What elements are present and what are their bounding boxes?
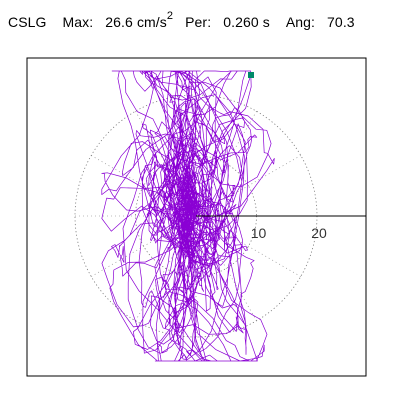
plot-frame xyxy=(26,57,367,377)
motion-trace xyxy=(101,70,275,362)
grid-spoke xyxy=(195,215,301,277)
plot-header: CSLG Max: 26.6 cm/s2 Per: 0.260 s Ang: 7… xyxy=(8,11,355,40)
max-unit-base: cm/s xyxy=(136,14,167,30)
max-label: Max: xyxy=(62,14,94,30)
period-label: Per: xyxy=(185,14,212,30)
period-value: 0.260 xyxy=(223,14,259,30)
tick-label-20: 20 xyxy=(311,225,327,241)
max-value: 26.6 xyxy=(105,14,133,30)
motion-trace-path xyxy=(101,70,275,362)
tick-label-10: 10 xyxy=(251,225,267,241)
angle-label: Ang: xyxy=(285,14,316,30)
angle-value: 70.3 xyxy=(327,14,355,30)
max-unit-exponent: 2 xyxy=(166,10,174,23)
trace-endpoint-marker xyxy=(248,72,254,78)
max-unit: cm/s2 xyxy=(136,11,173,30)
period-unit: s xyxy=(262,14,270,30)
station-code: CSLG xyxy=(8,14,47,30)
